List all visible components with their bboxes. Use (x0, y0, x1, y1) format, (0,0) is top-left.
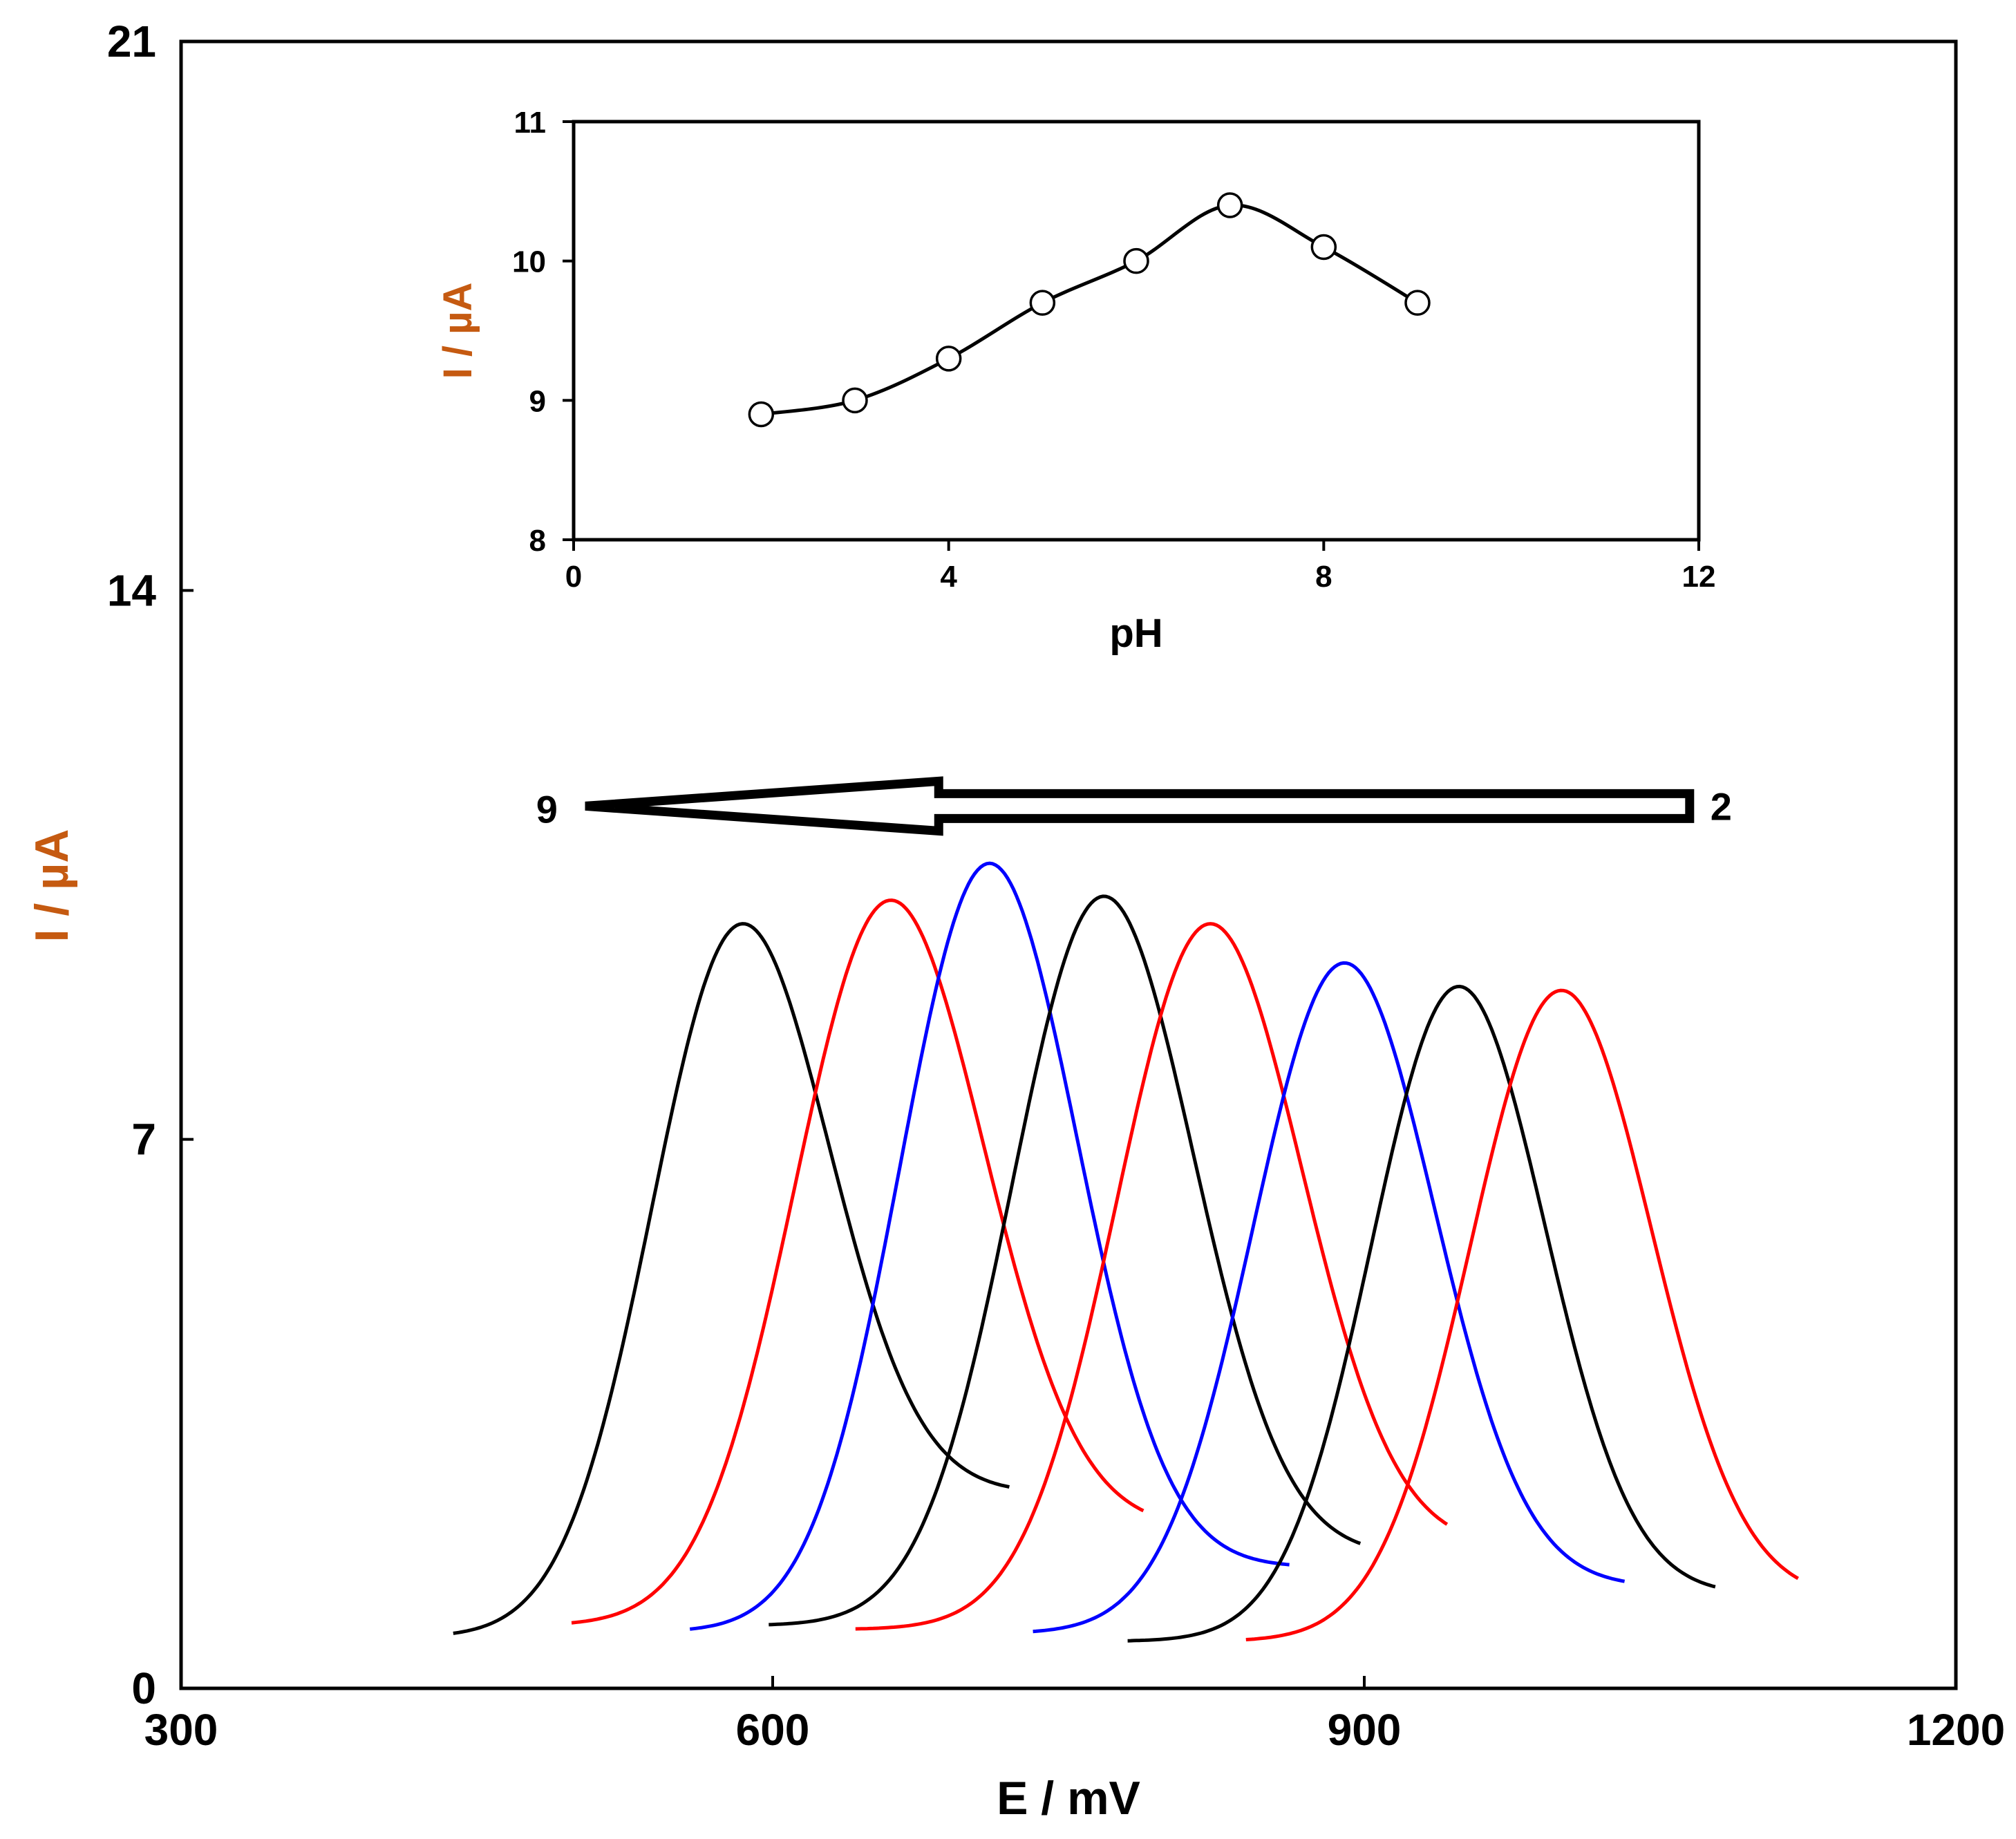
voltammogram-curve (571, 898, 1144, 1625)
voltammogram-curve (855, 922, 1449, 1631)
inset-x-tick-label: 12 (1682, 560, 1716, 594)
inset-x-tick-label: 4 (940, 560, 957, 594)
main-y-tick-label: 21 (107, 17, 156, 66)
inset-data-point (748, 401, 775, 428)
inset-background (574, 122, 1699, 540)
main-x-ticks: 300 600 900 1200 (144, 1676, 2005, 1755)
inset-data-point (1404, 290, 1431, 316)
main-x-axis-title: E / mV (997, 1772, 1140, 1824)
inset-data-point (1029, 290, 1056, 316)
arrow-start-label: 2 (1711, 784, 1732, 828)
inset-y-tick-label: 11 (514, 106, 546, 140)
main-plot: 2 9 300 600 900 1200 0 7 14 21 E / mV I / µA (26, 17, 2005, 1824)
inset-x-tick-label: 0 (565, 560, 582, 594)
inset-y-tick-label: 9 (529, 384, 546, 418)
inset-x-tick-label: 8 (1315, 560, 1332, 594)
inset-data-point (842, 387, 868, 414)
main-x-tick-label: 900 (1328, 1705, 1402, 1755)
voltammogram-curve (1033, 961, 1626, 1634)
inset-plot-frame (572, 120, 1701, 542)
main-y-tick-label: 7 (131, 1115, 156, 1164)
direction-arrow-shape (585, 776, 1695, 836)
voltammogram-curve (1245, 988, 1799, 1641)
main-y-axis-title: I / µA (26, 829, 78, 943)
inset-markers (748, 192, 1431, 428)
voltammogram-curve (689, 861, 1290, 1631)
inset-y-tick-label: 8 (529, 524, 546, 558)
voltammogram-curve (769, 894, 1362, 1627)
main-y-ticks: 0 7 14 21 (107, 17, 194, 1713)
voltammogram-curve (1127, 984, 1716, 1643)
main-curves (453, 861, 1799, 1643)
inset-y-tick-label: 10 (512, 245, 546, 279)
inset-x-axis-title: pH (1109, 611, 1162, 656)
inset-y-ticks: 8 9 10 11 (512, 106, 574, 558)
main-y-tick-label: 14 (107, 565, 157, 615)
inset-y-axis-title: I / µA (435, 283, 480, 379)
voltammogram-curve (453, 922, 1010, 1635)
inset-data-point (1123, 247, 1149, 274)
main-x-tick-label: 1200 (1907, 1705, 2005, 1755)
direction-arrow: 2 9 (536, 776, 1732, 836)
main-x-tick-label: 300 (144, 1705, 218, 1755)
main-y-tick-label: 0 (131, 1663, 156, 1713)
inset-data-point (935, 346, 962, 372)
arrow-end-label: 9 (536, 787, 558, 831)
main-plot-frame (179, 39, 1958, 1690)
inset-plot: 0 4 8 12 8 9 10 11 pH I / µA (435, 106, 1715, 656)
inset-data-point (1310, 234, 1337, 261)
inset-data-point (1216, 192, 1243, 218)
inset-x-ticks: 0 4 8 12 (565, 540, 1716, 594)
main-x-tick-label: 600 (736, 1705, 810, 1755)
